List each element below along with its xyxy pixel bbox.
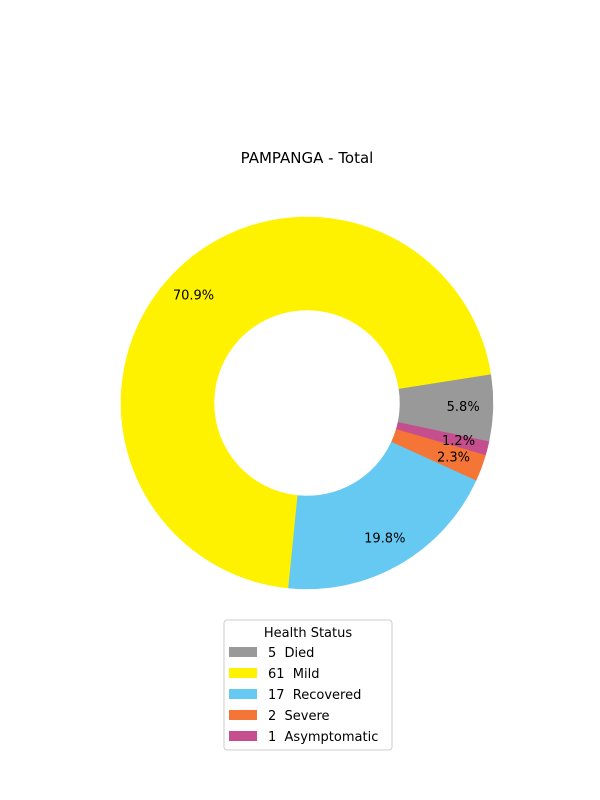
legend-items: 5 Died 61 Mild 17 Recovered 2 Severe 1 Asymp… — [229, 646, 378, 745]
legend-swatch — [229, 710, 257, 720]
chart-title: PAMPANGA - Total — [241, 149, 374, 167]
legend-item-mild: 61 Mild — [229, 667, 320, 682]
legend-frame — [223, 619, 393, 751]
legend-label: 61 Mild — [268, 667, 320, 682]
percent-label-died: 5.8% — [447, 400, 480, 415]
percent-label-asymptomatic: 1.2% — [442, 434, 475, 449]
legend-title: Health Status — [264, 626, 352, 641]
legend-label: 1 Asymptomatic — [268, 730, 378, 745]
slice-mild — [120, 216, 492, 589]
legend-swatch — [229, 731, 257, 741]
legend-label: 2 Severe — [268, 709, 330, 724]
slice-recovered — [288, 441, 477, 590]
legend-item-severe: 2 Severe — [229, 709, 330, 724]
percent-label-mild: 70.9% — [173, 289, 214, 304]
donut-slices — [120, 216, 494, 590]
legend-item-died: 5 Died — [229, 646, 314, 661]
legend-label: 5 Died — [268, 646, 314, 661]
percent-label-recovered: 19.8% — [364, 531, 405, 546]
legend-label: 17 Recovered — [268, 688, 361, 703]
legend-swatch — [229, 668, 257, 678]
legend-swatch — [229, 689, 257, 699]
legend-item-recovered: 17 Recovered — [229, 688, 361, 703]
percent-label-severe: 2.3% — [437, 450, 470, 465]
legend-swatch — [229, 647, 257, 657]
legend-item-asymptomatic: 1 Asymptomatic — [229, 730, 378, 745]
legend: Health Status 5 Died 61 Mild 17 Recovered 2… — [223, 619, 393, 751]
percent-labels: 5.8% 70.9% 19.8% 2.3%1.2% — [173, 289, 480, 547]
slice-asymptomatic — [396, 422, 490, 456]
